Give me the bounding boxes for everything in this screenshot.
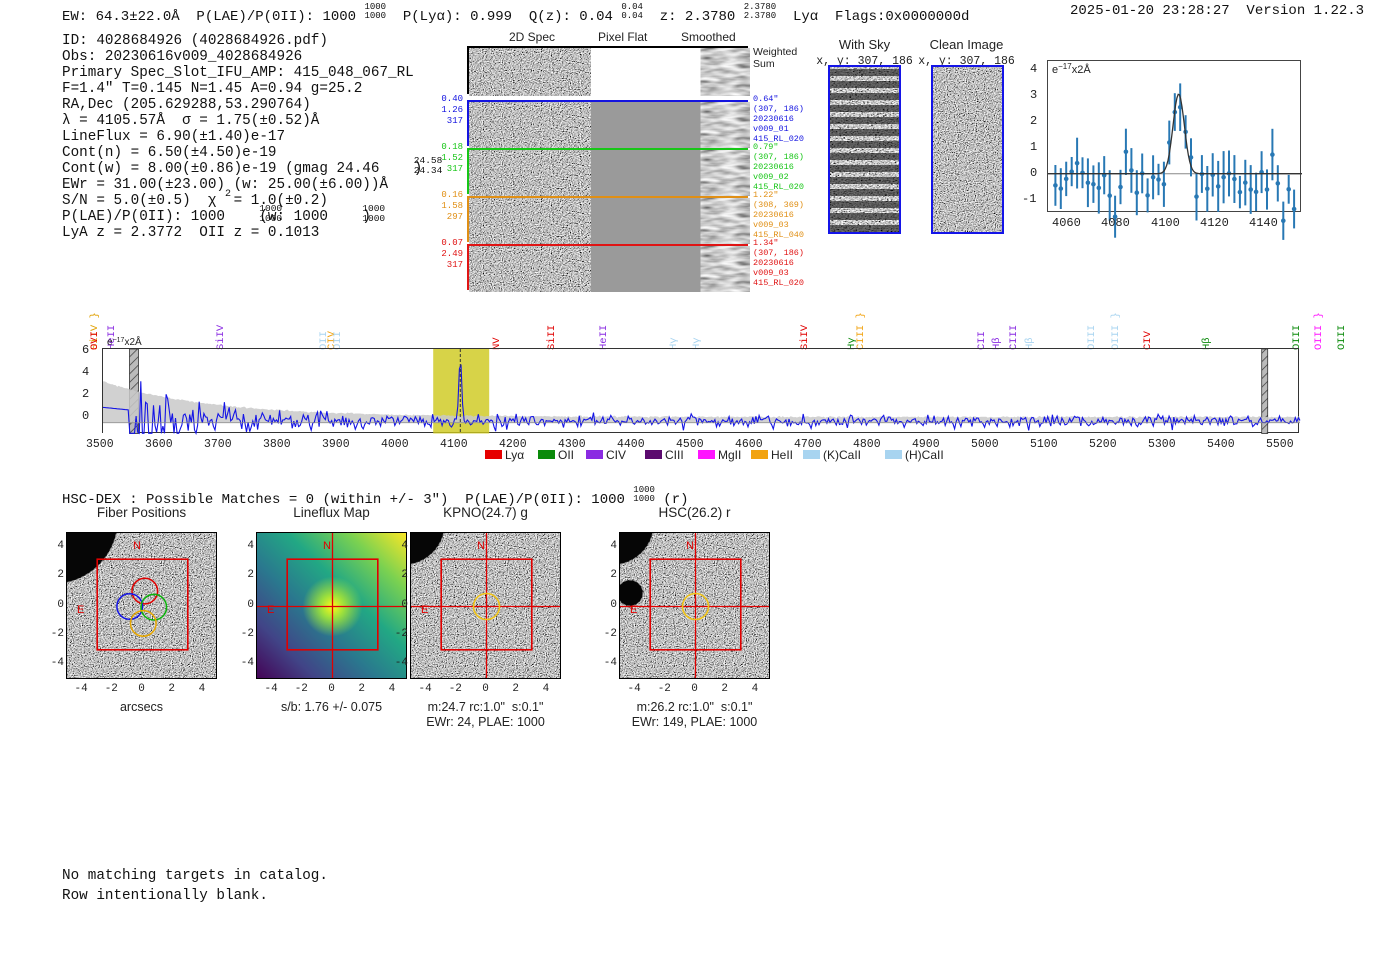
svg-text:E: E [77, 604, 84, 616]
svg-text:E: E [421, 604, 428, 616]
svg-text:N: N [323, 540, 331, 552]
svg-text:N: N [133, 540, 141, 552]
svg-text:E: E [267, 604, 274, 616]
svg-text:N: N [477, 540, 485, 552]
svg-text:N: N [686, 540, 694, 552]
svg-text:E: E [630, 604, 637, 616]
